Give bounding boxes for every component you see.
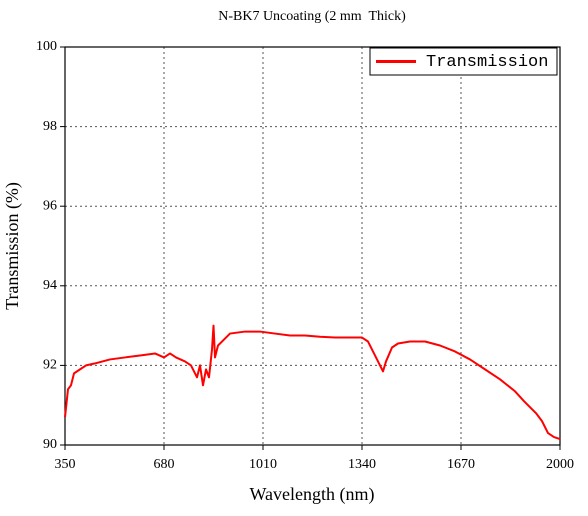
x-tick-label: 1670 xyxy=(447,457,475,472)
y-tick-label: 98 xyxy=(43,119,57,134)
data-line xyxy=(64,324,561,440)
y-tick-label: 92 xyxy=(43,358,57,373)
x-axis-label: Wavelength (nm) xyxy=(249,484,374,505)
legend-label: Transmission xyxy=(426,53,548,72)
y-tick-label: 94 xyxy=(43,278,57,293)
y-tick-label: 96 xyxy=(43,198,57,213)
plot-frame xyxy=(64,46,561,446)
y-axis-label: Transmission (%) xyxy=(2,182,23,310)
x-tick-label: 1340 xyxy=(348,457,376,472)
x-tick-label: 680 xyxy=(154,457,175,472)
y-tick-label: 90 xyxy=(43,437,57,452)
x-tick-label: 1010 xyxy=(249,457,277,472)
chart-title: N-BK7 Uncoating (2 mm Thick) xyxy=(218,9,406,24)
y-tick-label: 100 xyxy=(36,39,57,54)
x-tick-label: 2000 xyxy=(546,457,574,472)
x-tick-label: 350 xyxy=(55,457,76,472)
